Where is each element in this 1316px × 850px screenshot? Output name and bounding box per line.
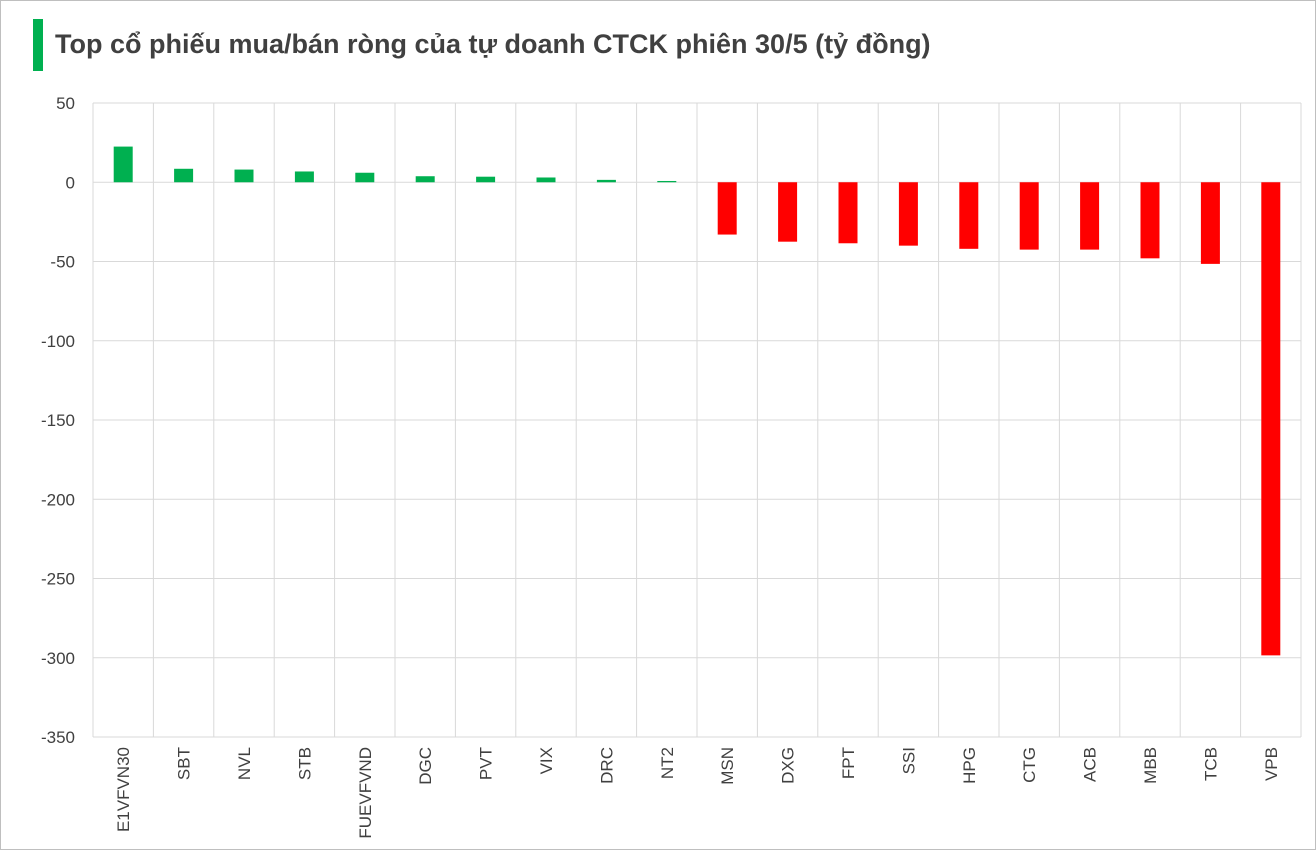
x-tick-label: MBB: [1141, 747, 1160, 784]
x-tick-label: FPT: [839, 747, 858, 779]
bar-nt2: [657, 180, 677, 183]
x-tick-label: ACB: [1081, 747, 1100, 782]
bar-pvt: [476, 176, 496, 183]
title-accent-bar: [33, 19, 43, 71]
bar-sbt: [174, 168, 194, 183]
bar-acb: [1080, 182, 1100, 250]
x-tick-label: NT2: [658, 747, 677, 779]
bar-mbb: [1140, 182, 1160, 259]
y-tick-label: -150: [41, 411, 75, 430]
x-tick-label: TCB: [1201, 747, 1220, 781]
bar-nvl: [234, 169, 254, 183]
x-tick-label: VIX: [537, 747, 556, 774]
x-tick-label: MSN: [718, 747, 737, 785]
bar-fpt: [838, 182, 858, 244]
bar-ssi: [898, 182, 918, 246]
y-tick-label: 0: [66, 173, 75, 192]
bar-hpg: [959, 182, 979, 249]
bar-tcb: [1200, 182, 1220, 264]
y-tick-label: -200: [41, 490, 75, 509]
y-tick-label: -350: [41, 728, 75, 747]
bar-ctg: [1019, 182, 1039, 250]
x-tick-label: DXG: [779, 747, 798, 784]
x-tick-label: DRC: [597, 747, 616, 784]
x-tick-label: SSI: [899, 747, 918, 774]
bar-drc: [596, 179, 616, 183]
y-tick-label: 50: [56, 94, 75, 113]
y-tick-label: -100: [41, 332, 75, 351]
bar-e1vfvn30: [113, 146, 133, 183]
y-tick-label: -250: [41, 570, 75, 589]
y-tick-label: -50: [50, 253, 75, 272]
grid-layer: [92, 102, 1302, 738]
bar-msn: [717, 182, 737, 235]
bar-fuevfvnd: [355, 172, 375, 183]
x-tick-label: NVL: [235, 747, 254, 780]
x-tick-label: PVT: [477, 747, 496, 780]
x-tick-label: STB: [295, 747, 314, 780]
x-tick-label: HPG: [960, 747, 979, 784]
x-tick-label: DGC: [416, 747, 435, 785]
y-tick-label: -300: [41, 649, 75, 668]
y-axis-ticks: 50 0 -50 -100 -150 -200 -250 -300 -350: [41, 94, 75, 747]
chart-title: Top cổ phiếu mua/bán ròng của tự doanh C…: [55, 29, 931, 59]
bar-dgc: [415, 176, 435, 183]
x-tick-label: CTG: [1020, 747, 1039, 783]
bar-stb: [294, 171, 314, 183]
bar-vix: [536, 177, 556, 183]
x-axis-ticks: E1VFVN30 SBT NVL STB FUEVFVND DGC PVT VIX DRC NT2…: [114, 747, 1281, 839]
x-tick-label: FUEVFVND: [356, 747, 375, 839]
bar-vpb: [1261, 182, 1281, 656]
x-tick-label: SBT: [175, 747, 194, 780]
bars: [113, 146, 1281, 656]
x-tick-label: E1VFVN30: [114, 747, 133, 832]
bar-dxg: [778, 182, 798, 242]
x-tick-label: VPB: [1262, 747, 1281, 781]
